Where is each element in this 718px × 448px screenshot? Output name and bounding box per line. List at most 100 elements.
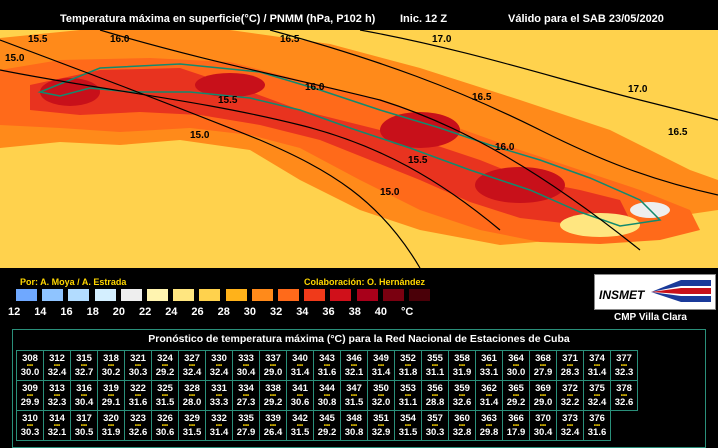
station-id: 371 [562, 352, 578, 364]
max-temperature: 30.0 [506, 366, 526, 378]
separator-dots: ••• [485, 422, 493, 429]
max-temperature: 30.3 [20, 426, 40, 438]
legend-swatch [356, 289, 378, 301]
contour-label: 17.0 [432, 34, 452, 45]
map-title: Temperatura máxima en superficie(°C) / P… [60, 13, 376, 25]
credit-authors: Por: A. Moya / A. Estrada [20, 277, 127, 287]
station-cell: 309 ••• 29.9 [16, 380, 44, 411]
station-id: 313 [49, 382, 65, 394]
station-cell: 327 ••• 32.4 [178, 350, 206, 381]
station-id: 317 [76, 412, 92, 424]
station-id: 316 [76, 382, 92, 394]
table-title: Pronóstico de temperatura máxima (°C) pa… [148, 333, 570, 345]
max-temperature: 28.0 [182, 396, 202, 408]
separator-dots: ••• [377, 422, 385, 429]
separator-dots: ••• [269, 362, 277, 369]
legend-tick: 28 [217, 306, 230, 318]
legend-tick: °C [401, 306, 414, 318]
separator-dots: ••• [188, 362, 196, 369]
max-temperature: 27.3 [236, 396, 256, 408]
station-id: 314 [49, 412, 65, 424]
station-id: 359 [454, 382, 470, 394]
station-cell: 326 ••• 30.6 [151, 410, 179, 441]
legend-swatch [199, 289, 221, 301]
station-cell: 331 ••• 33.3 [205, 380, 233, 411]
legend-tick: 24 [165, 306, 178, 318]
station-id: 378 [616, 382, 632, 394]
contour-label: 16.0 [110, 34, 130, 45]
max-temperature: 32.1 [47, 426, 67, 438]
separator-dots: ••• [134, 392, 142, 399]
legend-swatch [304, 289, 326, 301]
station-id: 368 [535, 352, 551, 364]
separator-dots: ••• [242, 422, 250, 429]
separator-dots: ••• [512, 362, 520, 369]
station-id: 347 [346, 382, 362, 394]
legend-swatch [68, 289, 90, 301]
station-id: 358 [454, 352, 470, 364]
max-temperature: 31.5 [182, 426, 202, 438]
station-cell: 330 ••• 32.4 [205, 350, 233, 381]
separator-dots: ••• [566, 392, 574, 399]
max-temperature: 31.4 [587, 366, 607, 378]
separator-dots: ••• [431, 422, 439, 429]
table-row: 309 ••• 29.9 313 ••• 32.3 316 ••• 30.4 319 ••• 29.1… [16, 380, 638, 411]
separator-dots: ••• [323, 422, 331, 429]
max-temperature: 31.1 [425, 366, 445, 378]
station-id: 354 [400, 412, 416, 424]
station-cell: 353 ••• 31.1 [394, 380, 422, 411]
station-cell: 368 ••• 27.9 [529, 350, 557, 381]
station-cell: 357 ••• 30.3 [421, 410, 449, 441]
station-id: 360 [454, 412, 470, 424]
max-temperature: 27.9 [533, 366, 553, 378]
station-id: 373 [562, 412, 578, 424]
max-temperature: 30.3 [128, 366, 148, 378]
station-cell: 310 ••• 30.3 [16, 410, 44, 441]
separator-dots: ••• [161, 392, 169, 399]
station-id: 323 [130, 412, 146, 424]
separator-dots: ••• [215, 392, 223, 399]
contour-label: 16.5 [280, 34, 300, 45]
separator-dots: ••• [134, 422, 142, 429]
max-temperature: 32.3 [47, 396, 67, 408]
station-id: 320 [103, 412, 119, 424]
isobar-17-0 [359, 29, 718, 121]
station-cell: 366 ••• 17.9 [502, 410, 530, 441]
separator-dots: ••• [377, 362, 385, 369]
station-cell: 337 ••• 29.0 [259, 350, 287, 381]
legend-swatch [120, 289, 142, 301]
legend-swatch [147, 289, 168, 301]
max-temperature: 32.6 [452, 396, 472, 408]
legend-tick: 36 [322, 306, 335, 318]
contour-label: 15.5 [408, 155, 428, 166]
legend-tick: 18 [86, 306, 99, 318]
insmet-logo: INSMET [594, 274, 716, 310]
station-cell: 356 ••• 28.8 [421, 380, 449, 411]
separator-dots: ••• [404, 362, 412, 369]
station-id: 322 [130, 382, 146, 394]
station-id: 309 [22, 382, 38, 394]
max-temperature: 30.3 [425, 426, 445, 438]
max-temperature: 32.2 [560, 396, 580, 408]
station-cell: 308 ••• 30.0 [16, 350, 44, 381]
station-id: 357 [427, 412, 443, 424]
station-cell: 354 ••• 31.5 [394, 410, 422, 441]
separator-dots: ••• [242, 362, 250, 369]
max-temperature: 31.5 [155, 396, 175, 408]
station-cell: 372 ••• 32.2 [556, 380, 584, 411]
max-temperature: 32.9 [371, 426, 391, 438]
separator-dots: ••• [188, 422, 196, 429]
max-temperature: 17.9 [506, 426, 526, 438]
separator-dots: ••• [350, 422, 358, 429]
separator-dots: ••• [458, 362, 466, 369]
max-temperature: 31.5 [344, 396, 364, 408]
station-cell: 346 ••• 32.1 [340, 350, 368, 381]
separator-dots: ••• [512, 392, 520, 399]
station-cell: 334 ••• 27.3 [232, 380, 260, 411]
separator-dots: ••• [215, 422, 223, 429]
separator-dots: ••• [269, 422, 277, 429]
max-temperature: 31.6 [128, 396, 148, 408]
separator-dots: ••• [404, 422, 412, 429]
separator-dots: ••• [107, 362, 115, 369]
legend-swatch [278, 289, 299, 301]
